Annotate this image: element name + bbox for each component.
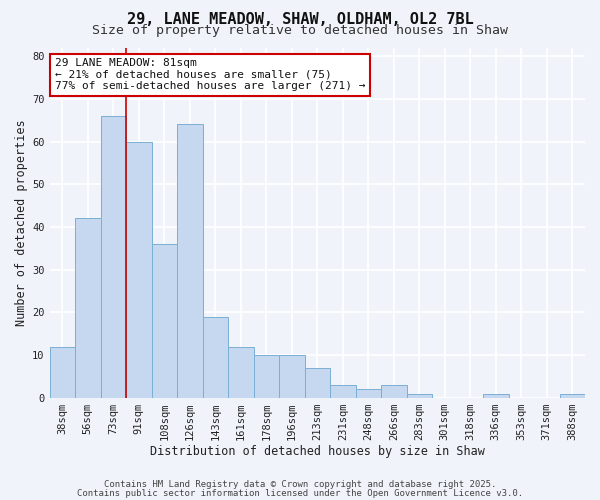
Y-axis label: Number of detached properties: Number of detached properties <box>15 120 28 326</box>
Bar <box>356 390 381 398</box>
Bar <box>126 142 152 398</box>
Text: Size of property relative to detached houses in Shaw: Size of property relative to detached ho… <box>92 24 508 37</box>
Bar <box>560 394 585 398</box>
Bar <box>330 385 356 398</box>
Text: 29, LANE MEADOW, SHAW, OLDHAM, OL2 7BL: 29, LANE MEADOW, SHAW, OLDHAM, OL2 7BL <box>127 12 473 28</box>
Bar <box>101 116 126 398</box>
Bar <box>279 355 305 398</box>
Bar <box>228 346 254 398</box>
Bar <box>254 355 279 398</box>
Bar <box>483 394 509 398</box>
Bar <box>407 394 432 398</box>
Bar <box>75 218 101 398</box>
Text: Contains public sector information licensed under the Open Government Licence v3: Contains public sector information licen… <box>77 488 523 498</box>
Bar <box>381 385 407 398</box>
Bar <box>305 368 330 398</box>
Text: 29 LANE MEADOW: 81sqm
← 21% of detached houses are smaller (75)
77% of semi-deta: 29 LANE MEADOW: 81sqm ← 21% of detached … <box>55 58 365 91</box>
Bar <box>50 346 75 398</box>
Text: Contains HM Land Registry data © Crown copyright and database right 2025.: Contains HM Land Registry data © Crown c… <box>104 480 496 489</box>
Bar <box>177 124 203 398</box>
Bar <box>203 317 228 398</box>
X-axis label: Distribution of detached houses by size in Shaw: Distribution of detached houses by size … <box>150 444 485 458</box>
Bar <box>152 244 177 398</box>
